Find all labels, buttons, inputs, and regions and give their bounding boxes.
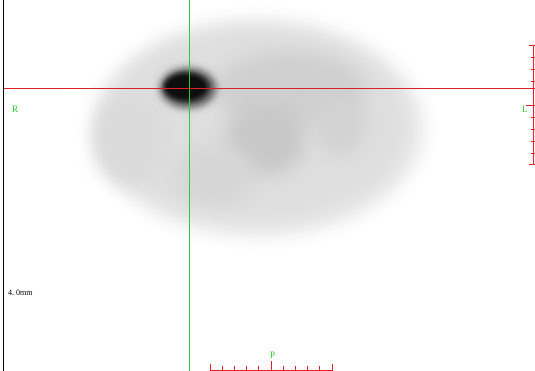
slice-thickness: 4. 0mm <box>8 288 33 297</box>
orientation-label-right: R <box>12 104 18 114</box>
pet-slice <box>93 20 423 236</box>
viewer: R L P 4. 0mm <box>0 0 535 371</box>
page: R L P 4. 0mm (() => { const data = JSON.… <box>0 0 535 371</box>
orientation-label-left: L <box>522 104 528 114</box>
orientation-label-posterior: P <box>270 350 275 360</box>
